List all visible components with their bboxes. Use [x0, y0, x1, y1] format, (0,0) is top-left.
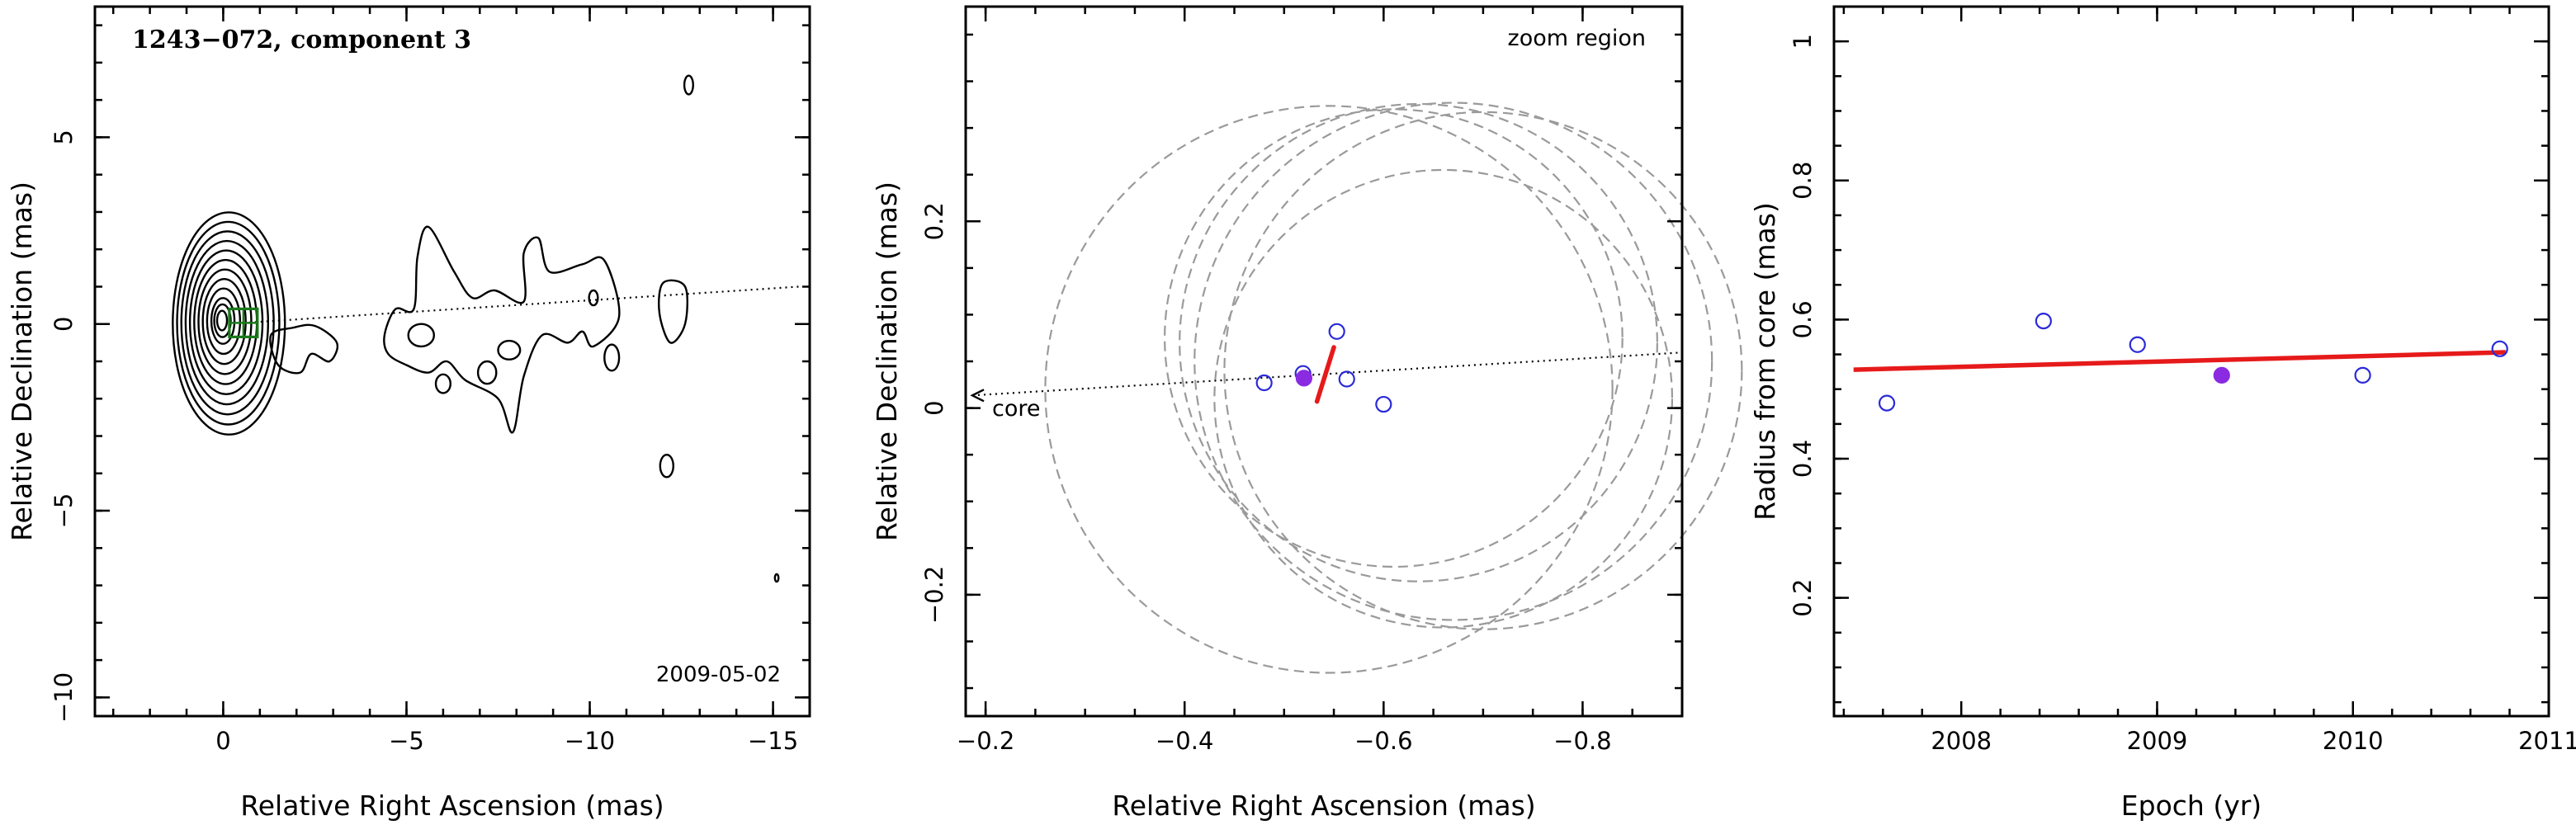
zoom-region-frame — [964, 5, 1684, 718]
position-error-circle — [1193, 101, 1713, 621]
core-contour — [184, 239, 270, 406]
contour-map-ticks: 0 −5 −10 −15 −10 −5 0 5 — [50, 7, 810, 755]
core-contour — [206, 287, 242, 356]
knot-contour — [773, 573, 780, 583]
knot-contour — [683, 74, 694, 96]
x-tick-label: −15 — [748, 727, 798, 755]
jet-contour — [269, 323, 338, 375]
knot-contour — [497, 339, 522, 361]
core-contour — [213, 303, 232, 338]
fit-segment — [1314, 345, 1336, 404]
y-tick-label: 0.2 — [920, 202, 948, 240]
jet-contour — [658, 279, 688, 344]
core-arrowhead — [970, 389, 985, 403]
jet-contour — [383, 225, 621, 434]
epoch-point — [2129, 336, 2146, 353]
y-tick-label: 1 — [1789, 34, 1817, 49]
x-tick-label: −5 — [389, 727, 424, 755]
contour-map-epoch-annotation: 2009-05-02 — [656, 662, 781, 687]
epoch-point — [1338, 370, 1355, 388]
position-error-circle — [1164, 108, 1624, 568]
zoom-region-plot-area — [970, 101, 1743, 674]
contour-map-panel: 0 −5 −10 −15 −10 −5 0 5 1243−072, component 3 2… — [6, 5, 811, 822]
zoom-region-panel: −0.2 −0.4 −0.6 −0.8 −0.2 0 0.2 zoom region cor… — [871, 5, 1743, 822]
current-epoch-point — [2213, 366, 2230, 384]
y-tick-label: 0.8 — [1789, 162, 1817, 200]
core-contour — [201, 277, 247, 365]
knot-contour — [603, 343, 621, 372]
radius-epoch-frame — [1832, 5, 2550, 718]
radius-epoch-x-label: Epoch (yr) — [2121, 790, 2262, 822]
position-error-circle — [1179, 102, 1658, 582]
y-tick-label: 0.4 — [1789, 440, 1817, 478]
y-tick-label: −5 — [50, 493, 78, 529]
core-contour — [188, 249, 264, 396]
contour-map-y-label: Relative Declination (mas) — [6, 182, 38, 541]
core-contour — [176, 220, 281, 426]
knot-contour — [434, 373, 451, 394]
x-tick-label: 2010 — [2323, 727, 2384, 755]
jet-direction-line — [243, 285, 799, 324]
position-error-circle — [1223, 111, 1743, 630]
x-tick-label: 2011 — [2518, 727, 2576, 755]
y-tick-label: 0.6 — [1789, 300, 1817, 338]
x-tick-label: 2008 — [1931, 727, 1992, 755]
epoch-point — [1255, 374, 1273, 392]
contour-map-x-label: Relative Right Ascension (mas) — [240, 790, 664, 822]
x-tick-label: −10 — [565, 727, 615, 755]
y-tick-label: 5 — [50, 130, 78, 144]
y-tick-label: 0.2 — [1789, 579, 1817, 617]
current-epoch-point — [1295, 370, 1312, 387]
y-tick-label: −10 — [50, 672, 78, 723]
zoom-region-x-label: Relative Right Ascension (mas) — [1112, 790, 1535, 822]
position-error-circle — [1044, 105, 1614, 674]
fit-line — [1853, 350, 2506, 372]
core-contour — [172, 211, 286, 436]
epoch-point — [1328, 323, 1345, 340]
x-tick-label: −0.6 — [1354, 727, 1412, 755]
core-contour — [210, 297, 236, 345]
x-tick-label: −0.4 — [1156, 727, 1213, 755]
knot-contour — [588, 289, 599, 307]
epoch-point — [2491, 340, 2508, 357]
x-tick-label: −0.2 — [957, 727, 1014, 755]
zoom-region-core-label: core — [992, 396, 1040, 422]
zoom-region-y-label: Relative Declination (mas) — [871, 182, 903, 541]
knot-contour — [659, 453, 674, 478]
epoch-point — [2035, 312, 2052, 330]
epoch-point — [1375, 395, 1392, 413]
knot-contour — [407, 323, 435, 348]
position-error-circle — [1213, 168, 1674, 629]
epoch-point — [2354, 366, 2371, 384]
x-tick-label: 0 — [215, 727, 230, 755]
x-tick-label: −0.8 — [1553, 727, 1611, 755]
core-contour — [197, 268, 253, 375]
zoom-region-ticks: −0.2 −0.4 −0.6 −0.8 −0.2 0 0.2 — [920, 7, 1682, 755]
x-tick-label: 2009 — [2127, 727, 2188, 755]
contour-map-plot-area — [172, 74, 799, 583]
y-tick-label: 0 — [920, 400, 948, 415]
radius-epoch-panel: 2008 2009 2010 2011 0.2 0.4 0.6 0.8 1 Epoch (yr)… — [1749, 5, 2576, 822]
core-contour — [180, 230, 275, 416]
knot-contour — [476, 360, 498, 385]
radius-epoch-ticks: 2008 2009 2010 2011 0.2 0.4 0.6 0.8 1 — [1789, 7, 2576, 755]
contour-map-title: 1243−072, component 3 — [132, 26, 471, 54]
radius-epoch-y-label: Radius from core (mas) — [1749, 202, 1781, 521]
epoch-point — [1878, 394, 1896, 412]
y-tick-label: 0 — [50, 317, 78, 332]
radius-epoch-plot-area — [1853, 312, 2508, 412]
core-contour — [215, 309, 229, 332]
y-tick-label: −0.2 — [920, 566, 948, 624]
zoom-region-title: zoom region — [1508, 26, 1646, 51]
